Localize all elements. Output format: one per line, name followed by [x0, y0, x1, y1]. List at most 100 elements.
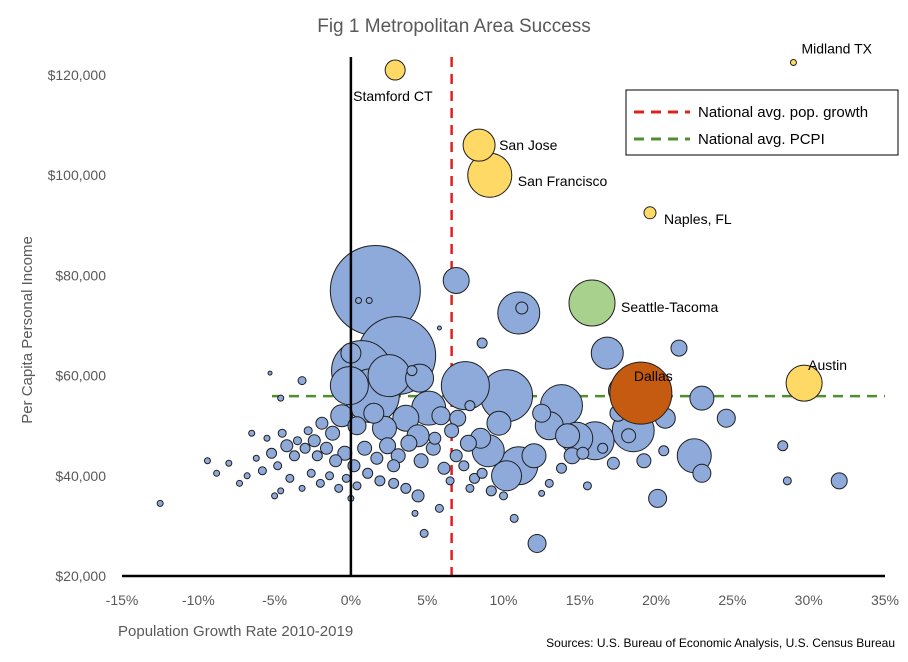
data-bubble	[252, 454, 260, 462]
data-bubble	[392, 404, 420, 432]
data-bubble	[306, 468, 316, 478]
data-bubble	[459, 434, 477, 452]
data-bubble	[156, 499, 164, 507]
data-bubble	[370, 451, 384, 465]
bubble-naples-fl	[643, 206, 657, 220]
data-bubble	[203, 457, 211, 465]
data-bubble	[374, 475, 386, 487]
data-bubble	[266, 447, 278, 459]
data-bubble	[445, 476, 455, 486]
data-bubble	[491, 460, 523, 492]
data-bubble	[476, 467, 488, 479]
data-bubble	[277, 428, 287, 438]
data-bubble	[303, 426, 313, 436]
data-bubble	[499, 491, 508, 501]
data-bubble	[411, 489, 425, 503]
data-bubble	[590, 336, 624, 370]
data-bubble	[213, 469, 221, 477]
x-tick-label: -5%	[262, 592, 287, 608]
data-bubble	[257, 466, 267, 476]
data-bubble	[782, 476, 792, 486]
data-bubble	[830, 472, 848, 490]
bubble-stamford-ct	[384, 59, 406, 81]
data-bubble	[400, 434, 418, 452]
data-bubble	[431, 406, 451, 426]
data-bubble	[288, 450, 300, 462]
x-tick-label: 10%	[489, 592, 517, 608]
data-bubble	[311, 450, 323, 462]
data-bubble	[465, 483, 475, 493]
label-midland-tx: Midland TX	[801, 41, 872, 57]
data-bubble	[400, 482, 412, 494]
data-bubble	[692, 463, 712, 483]
bubble-dallas	[609, 361, 673, 425]
y-tick-label: $120,000	[48, 67, 107, 83]
data-bubble	[670, 339, 688, 357]
data-bubble	[428, 431, 442, 445]
data-bubble	[621, 428, 637, 444]
data-bubble	[299, 442, 311, 454]
data-bubble	[406, 365, 418, 377]
y-tick-label: $20,000	[55, 568, 106, 584]
data-bubble	[538, 489, 546, 497]
data-bubble	[387, 459, 401, 473]
data-bubble	[298, 484, 306, 492]
data-bubble	[509, 513, 519, 523]
x-tick-label: 15%	[566, 592, 594, 608]
data-bubble	[419, 528, 429, 538]
x-tick-label: 30%	[795, 592, 823, 608]
label-seattle-tacoma: Seattle-Tacoma	[621, 299, 718, 315]
data-bubble	[544, 478, 554, 488]
bubble-midland-tx	[789, 59, 797, 67]
y-tick-label: $40,000	[55, 468, 106, 484]
data-bubble	[292, 436, 302, 446]
data-bubble	[347, 416, 367, 436]
data-bubble	[597, 442, 609, 454]
data-bubble	[576, 446, 590, 460]
y-tick-label: $80,000	[55, 267, 106, 283]
x-tick-label: -10%	[182, 592, 215, 608]
data-bubble	[334, 483, 344, 493]
y-tick-label: $100,000	[48, 167, 107, 183]
data-bubble	[271, 492, 279, 500]
data-bubble	[352, 481, 362, 491]
data-bubble	[330, 404, 354, 428]
data-bubble	[367, 354, 411, 398]
data-bubble	[267, 370, 273, 376]
data-bubble	[225, 459, 233, 467]
data-bubble	[362, 467, 374, 479]
bubble-austin	[785, 364, 823, 402]
x-axis-title: Population Growth Rate 2010-2019	[118, 623, 353, 640]
label-austin: Austin	[808, 357, 847, 373]
tick-labels: -15% -10% -5% 0% 5% 10% 15% 20% 25% 30% 35% $20,000…	[48, 67, 899, 608]
label-san-jose: San Jose	[499, 137, 558, 153]
legend: National avg. pop. growth National avg. …	[625, 89, 899, 156]
data-bubble	[437, 461, 451, 475]
data-bubble	[329, 454, 343, 468]
y-axis-title: Per Capita Personal Income	[19, 236, 36, 424]
legend-box	[625, 89, 899, 156]
data-bubble	[458, 460, 470, 472]
data-bubble	[444, 423, 460, 439]
legend-label-pcpi: National avg. PCPI	[698, 131, 825, 148]
data-bubble	[582, 481, 592, 491]
label-stamford-ct: Stamford CT	[353, 88, 433, 104]
data-bubble	[280, 439, 294, 453]
legend-label-pop-growth: National avg. pop. growth	[698, 104, 868, 121]
data-bubble	[527, 533, 547, 553]
data-bubble	[363, 402, 385, 424]
chart-title: Fig 1 Metropolitan Area Success	[317, 16, 591, 37]
data-bubble	[521, 443, 547, 469]
bubble-san-jose	[462, 128, 496, 162]
data-bubble	[379, 437, 397, 455]
data-bubble	[325, 425, 341, 441]
x-tick-label: 35%	[871, 592, 899, 608]
data-bubble	[648, 488, 668, 508]
data-bubble	[315, 416, 329, 430]
data-bubble	[515, 301, 529, 315]
x-tick-label: 20%	[642, 592, 670, 608]
data-bubble	[555, 462, 567, 474]
data-bubble	[413, 453, 429, 469]
data-bubble	[307, 434, 321, 448]
